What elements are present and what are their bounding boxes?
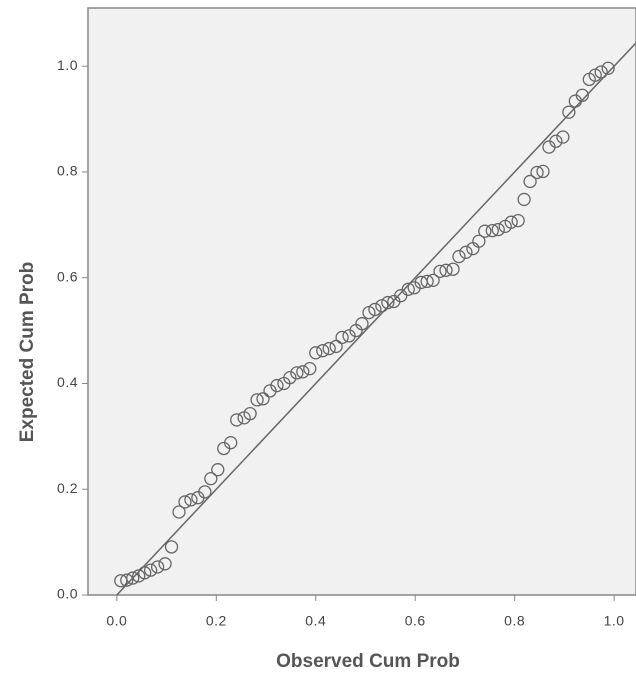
y-tick-label: 0.8 — [57, 163, 78, 179]
y-tick-label: 0.2 — [57, 480, 78, 496]
x-tick-label: 0.6 — [405, 613, 426, 629]
x-tick-label: 0.2 — [206, 613, 227, 629]
y-axis-title: Expected Cum Prob — [17, 262, 38, 443]
x-axis-title: Observed Cum Prob — [276, 651, 460, 672]
x-tick-label: 1.0 — [604, 613, 625, 629]
x-tick-label: 0.8 — [504, 613, 525, 629]
chart: Observed Cum Prob Expected Cum Prob 0.0 0… — [0, 0, 636, 676]
y-tick-label: 0.4 — [57, 374, 78, 390]
x-tick-label: 0.4 — [305, 613, 326, 629]
y-tick-label: 0.0 — [57, 586, 78, 602]
y-tick-label: 1.0 — [57, 57, 78, 73]
y-tick-label: 0.6 — [57, 268, 78, 284]
plot-area — [88, 8, 636, 595]
x-tick-label: 0.0 — [106, 613, 127, 629]
